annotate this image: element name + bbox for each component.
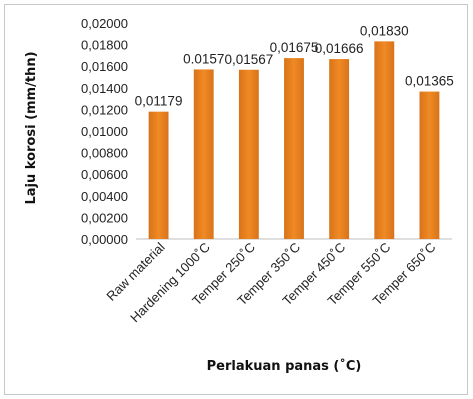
bar <box>148 111 169 239</box>
y-tick-label: 0,02000 <box>81 16 128 31</box>
bar <box>193 69 214 239</box>
y-tick-label: 0,00000 <box>81 232 128 247</box>
y-tick-label: 0,00800 <box>81 146 128 161</box>
data-label: 0,01830 <box>360 23 409 38</box>
y-tick-label: 0,01600 <box>81 59 128 74</box>
bars <box>148 41 440 240</box>
y-tick-label: 0,00200 <box>81 210 128 225</box>
y-tick-label: 0,00400 <box>81 189 128 204</box>
bar <box>284 58 304 239</box>
bar <box>329 59 350 240</box>
y-tick-label: 0,01200 <box>81 102 128 117</box>
data-label: 0,01365 <box>405 74 454 89</box>
data-label: 0,01666 <box>315 41 364 56</box>
y-tick-label: 0,01000 <box>81 124 128 139</box>
x-tick-label: Hardening 1000˚C <box>127 240 213 326</box>
bar <box>419 91 440 239</box>
y-tick-label: 0,00600 <box>81 167 128 182</box>
data-label: 0,01567 <box>224 52 273 67</box>
y-axis-title: Laju korosi (mm/thn) <box>24 51 39 204</box>
y-tick-label: 0,01400 <box>81 81 128 96</box>
data-label: 0.0157 <box>183 51 224 66</box>
bar <box>238 69 259 239</box>
y-tick-label: 0,01800 <box>81 38 128 53</box>
x-axis-title: Perlakuan panas (˚C) <box>207 358 362 374</box>
y-axis-ticks: 0,00000 0,00200 0,00400 0,00600 0,00800 0,010… <box>81 16 128 247</box>
data-label: 0,01179 <box>135 94 183 109</box>
bar <box>374 41 395 239</box>
data-label: 0,01675 <box>270 40 319 55</box>
